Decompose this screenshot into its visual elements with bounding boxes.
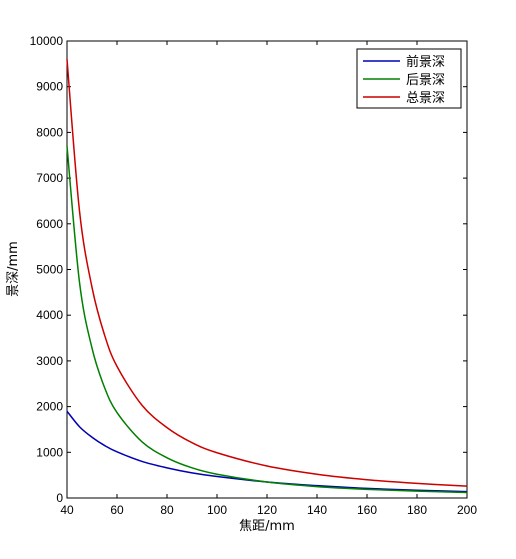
x-tick-label: 80 [160, 503, 174, 517]
series-line-3 [66, 59, 468, 487]
legend-label-2: 后景深 [406, 73, 445, 88]
plot-area [66, 40, 468, 499]
series-line-1 [66, 410, 468, 493]
y-tick-label: 9000 [36, 80, 63, 94]
y-tick-label: 4000 [36, 308, 63, 322]
legend-label-3: 总景深 [406, 91, 445, 106]
series-line-2 [66, 146, 468, 494]
y-tick-label: 0 [56, 491, 63, 505]
series-lines [66, 59, 468, 494]
x-tick-label: 100 [207, 503, 227, 517]
y-axis-title: 景深/mm [6, 241, 21, 297]
x-tick-label: 60 [110, 503, 124, 517]
y-tick-label: 6000 [36, 217, 63, 231]
x-tick-label: 160 [357, 503, 377, 517]
x-tick-label: 140 [307, 503, 327, 517]
y-tick-label: 2000 [36, 400, 63, 414]
y-tick-label: 10000 [30, 34, 64, 48]
y-tick-label: 8000 [36, 125, 63, 139]
x-axis-title: 焦距/mm [239, 519, 295, 534]
y-tick-label: 1000 [36, 445, 63, 459]
x-tick-label: 40 [60, 503, 74, 517]
x-tick-label: 180 [407, 503, 427, 517]
x-tick-label: 200 [457, 503, 477, 517]
y-tick-label: 5000 [36, 263, 63, 277]
x-tick-label: 120 [257, 503, 277, 517]
legend-label-1: 前景深 [406, 54, 445, 70]
y-tick-label: 7000 [36, 171, 63, 185]
y-tick-label: 3000 [36, 354, 63, 368]
axis-ticks: 40 60 80 100 120 140 160 180 2000100020003000400… [30, 34, 478, 517]
